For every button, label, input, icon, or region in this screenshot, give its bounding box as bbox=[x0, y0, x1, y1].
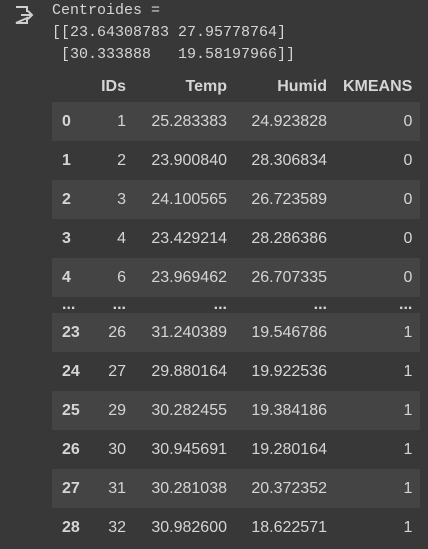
table-cell: 1 bbox=[335, 469, 421, 508]
row-index: 23 bbox=[52, 313, 88, 352]
table-cell: 25.283383 bbox=[134, 102, 235, 141]
row-index: 3 bbox=[52, 219, 88, 258]
table-row: 3 4 23.429214 28.286386 0 bbox=[52, 219, 421, 258]
table-cell: 1 bbox=[335, 352, 421, 391]
row-index: 4 bbox=[52, 258, 88, 297]
table-cell: 0 bbox=[335, 180, 421, 219]
table-cell: 30.945691 bbox=[134, 430, 235, 469]
icon-box bbox=[15, 6, 28, 24]
table-row: ............... bbox=[52, 297, 421, 313]
table-cell: 1 bbox=[335, 313, 421, 352]
table-row: 4 6 23.969462 26.707335 0 bbox=[52, 258, 421, 297]
table-cell: 19.922536 bbox=[235, 352, 335, 391]
table-cell: 26.723589 bbox=[235, 180, 335, 219]
table-cell: 4 bbox=[88, 219, 134, 258]
output-text: Centroides = [[23.64308783 27.95778764] [… bbox=[52, 0, 295, 66]
table-cell: 0 bbox=[335, 258, 421, 297]
row-index: 27 bbox=[52, 469, 88, 508]
table-cell: 26 bbox=[88, 313, 134, 352]
table-cell: 31 bbox=[88, 469, 134, 508]
header-row: IDs Temp Humid KMEANS bbox=[52, 72, 420, 102]
table-cell: ... bbox=[134, 297, 235, 313]
output-icon bbox=[15, 6, 34, 24]
table-cell: 1 bbox=[335, 430, 421, 469]
column-header: Temp bbox=[185, 78, 227, 95]
table-cell: 23.429214 bbox=[134, 219, 235, 258]
table-cell: 19.280164 bbox=[235, 430, 335, 469]
table-cell: 3 bbox=[88, 180, 134, 219]
output-line: [[23.64308783 27.95778764] bbox=[52, 24, 287, 41]
table-cell: 19.546786 bbox=[235, 313, 335, 352]
table-cell: 0 bbox=[335, 219, 421, 258]
table-cell: 2 bbox=[88, 141, 134, 180]
table-cell: 20.372352 bbox=[235, 469, 335, 508]
table-cell: 1 bbox=[88, 102, 134, 141]
row-index: 24 bbox=[52, 352, 88, 391]
icon-arrow bbox=[21, 10, 34, 20]
row-index: ... bbox=[52, 297, 88, 313]
table-row: 2 3 24.100565 26.723589 0 bbox=[52, 180, 421, 219]
table-cell: ... bbox=[335, 297, 421, 313]
row-index: 0 bbox=[52, 102, 88, 141]
table-row: 26 30 30.945691 19.280164 1 bbox=[52, 430, 421, 469]
table-cell: 23.969462 bbox=[134, 258, 235, 297]
table-cell: 30 bbox=[88, 430, 134, 469]
table-cell: 27 bbox=[88, 352, 134, 391]
table-cell: 18.622571 bbox=[235, 508, 335, 547]
row-index: 28 bbox=[52, 508, 88, 547]
table-cell: 28.306834 bbox=[235, 141, 335, 180]
table-cell: 19.384186 bbox=[235, 391, 335, 430]
table-row: 1 2 23.900840 28.306834 0 bbox=[52, 141, 421, 180]
table-cell: 29 bbox=[88, 391, 134, 430]
table-cell: 0 bbox=[335, 102, 421, 141]
table-cell: 29.880164 bbox=[134, 352, 235, 391]
table-cell: 30.281038 bbox=[134, 469, 235, 508]
table-cell: 30.982600 bbox=[134, 508, 235, 547]
table-row: 28 32 30.982600 18.622571 1 bbox=[52, 508, 421, 547]
table-cell: 26.707335 bbox=[235, 258, 335, 297]
dataframe: IDs Temp Humid KMEANS 0 1 25.283383 24.923828 0 1… bbox=[52, 72, 421, 547]
table-row: 25 29 30.282455 19.384186 1 bbox=[52, 391, 421, 430]
row-index: 1 bbox=[52, 141, 88, 180]
output-line: [30.333888 19.58197966]] bbox=[52, 46, 296, 63]
column-header: Humid bbox=[277, 78, 327, 95]
table-cell: 1 bbox=[335, 508, 421, 547]
table-cell: ... bbox=[235, 297, 335, 313]
table-row: 0 1 25.283383 24.923828 0 bbox=[52, 102, 421, 141]
table-row: 24 27 29.880164 19.922536 1 bbox=[52, 352, 421, 391]
column-header: KMEANS bbox=[343, 78, 413, 95]
table-cell: 24.923828 bbox=[235, 102, 335, 141]
table-cell: 0 bbox=[335, 141, 421, 180]
table-row: 27 31 30.281038 20.372352 1 bbox=[52, 469, 421, 508]
table-cell: 32 bbox=[88, 508, 134, 547]
column-header bbox=[52, 72, 88, 102]
row-index: 2 bbox=[52, 180, 88, 219]
table-cell: 1 bbox=[335, 391, 421, 430]
row-index: 25 bbox=[52, 391, 88, 430]
table-cell: 23.900840 bbox=[134, 141, 235, 180]
column-header: IDs bbox=[101, 78, 126, 95]
table-row: 23 26 31.240389 19.546786 1 bbox=[52, 313, 421, 352]
table-cell: ... bbox=[88, 297, 134, 313]
table-cell: 6 bbox=[88, 258, 134, 297]
row-index: 26 bbox=[52, 430, 88, 469]
table-cell: 30.282455 bbox=[134, 391, 235, 430]
table-cell: 24.100565 bbox=[134, 180, 235, 219]
table-cell: 28.286386 bbox=[235, 219, 335, 258]
output-line: Centroides = bbox=[52, 2, 161, 19]
table-cell: 31.240389 bbox=[134, 313, 235, 352]
